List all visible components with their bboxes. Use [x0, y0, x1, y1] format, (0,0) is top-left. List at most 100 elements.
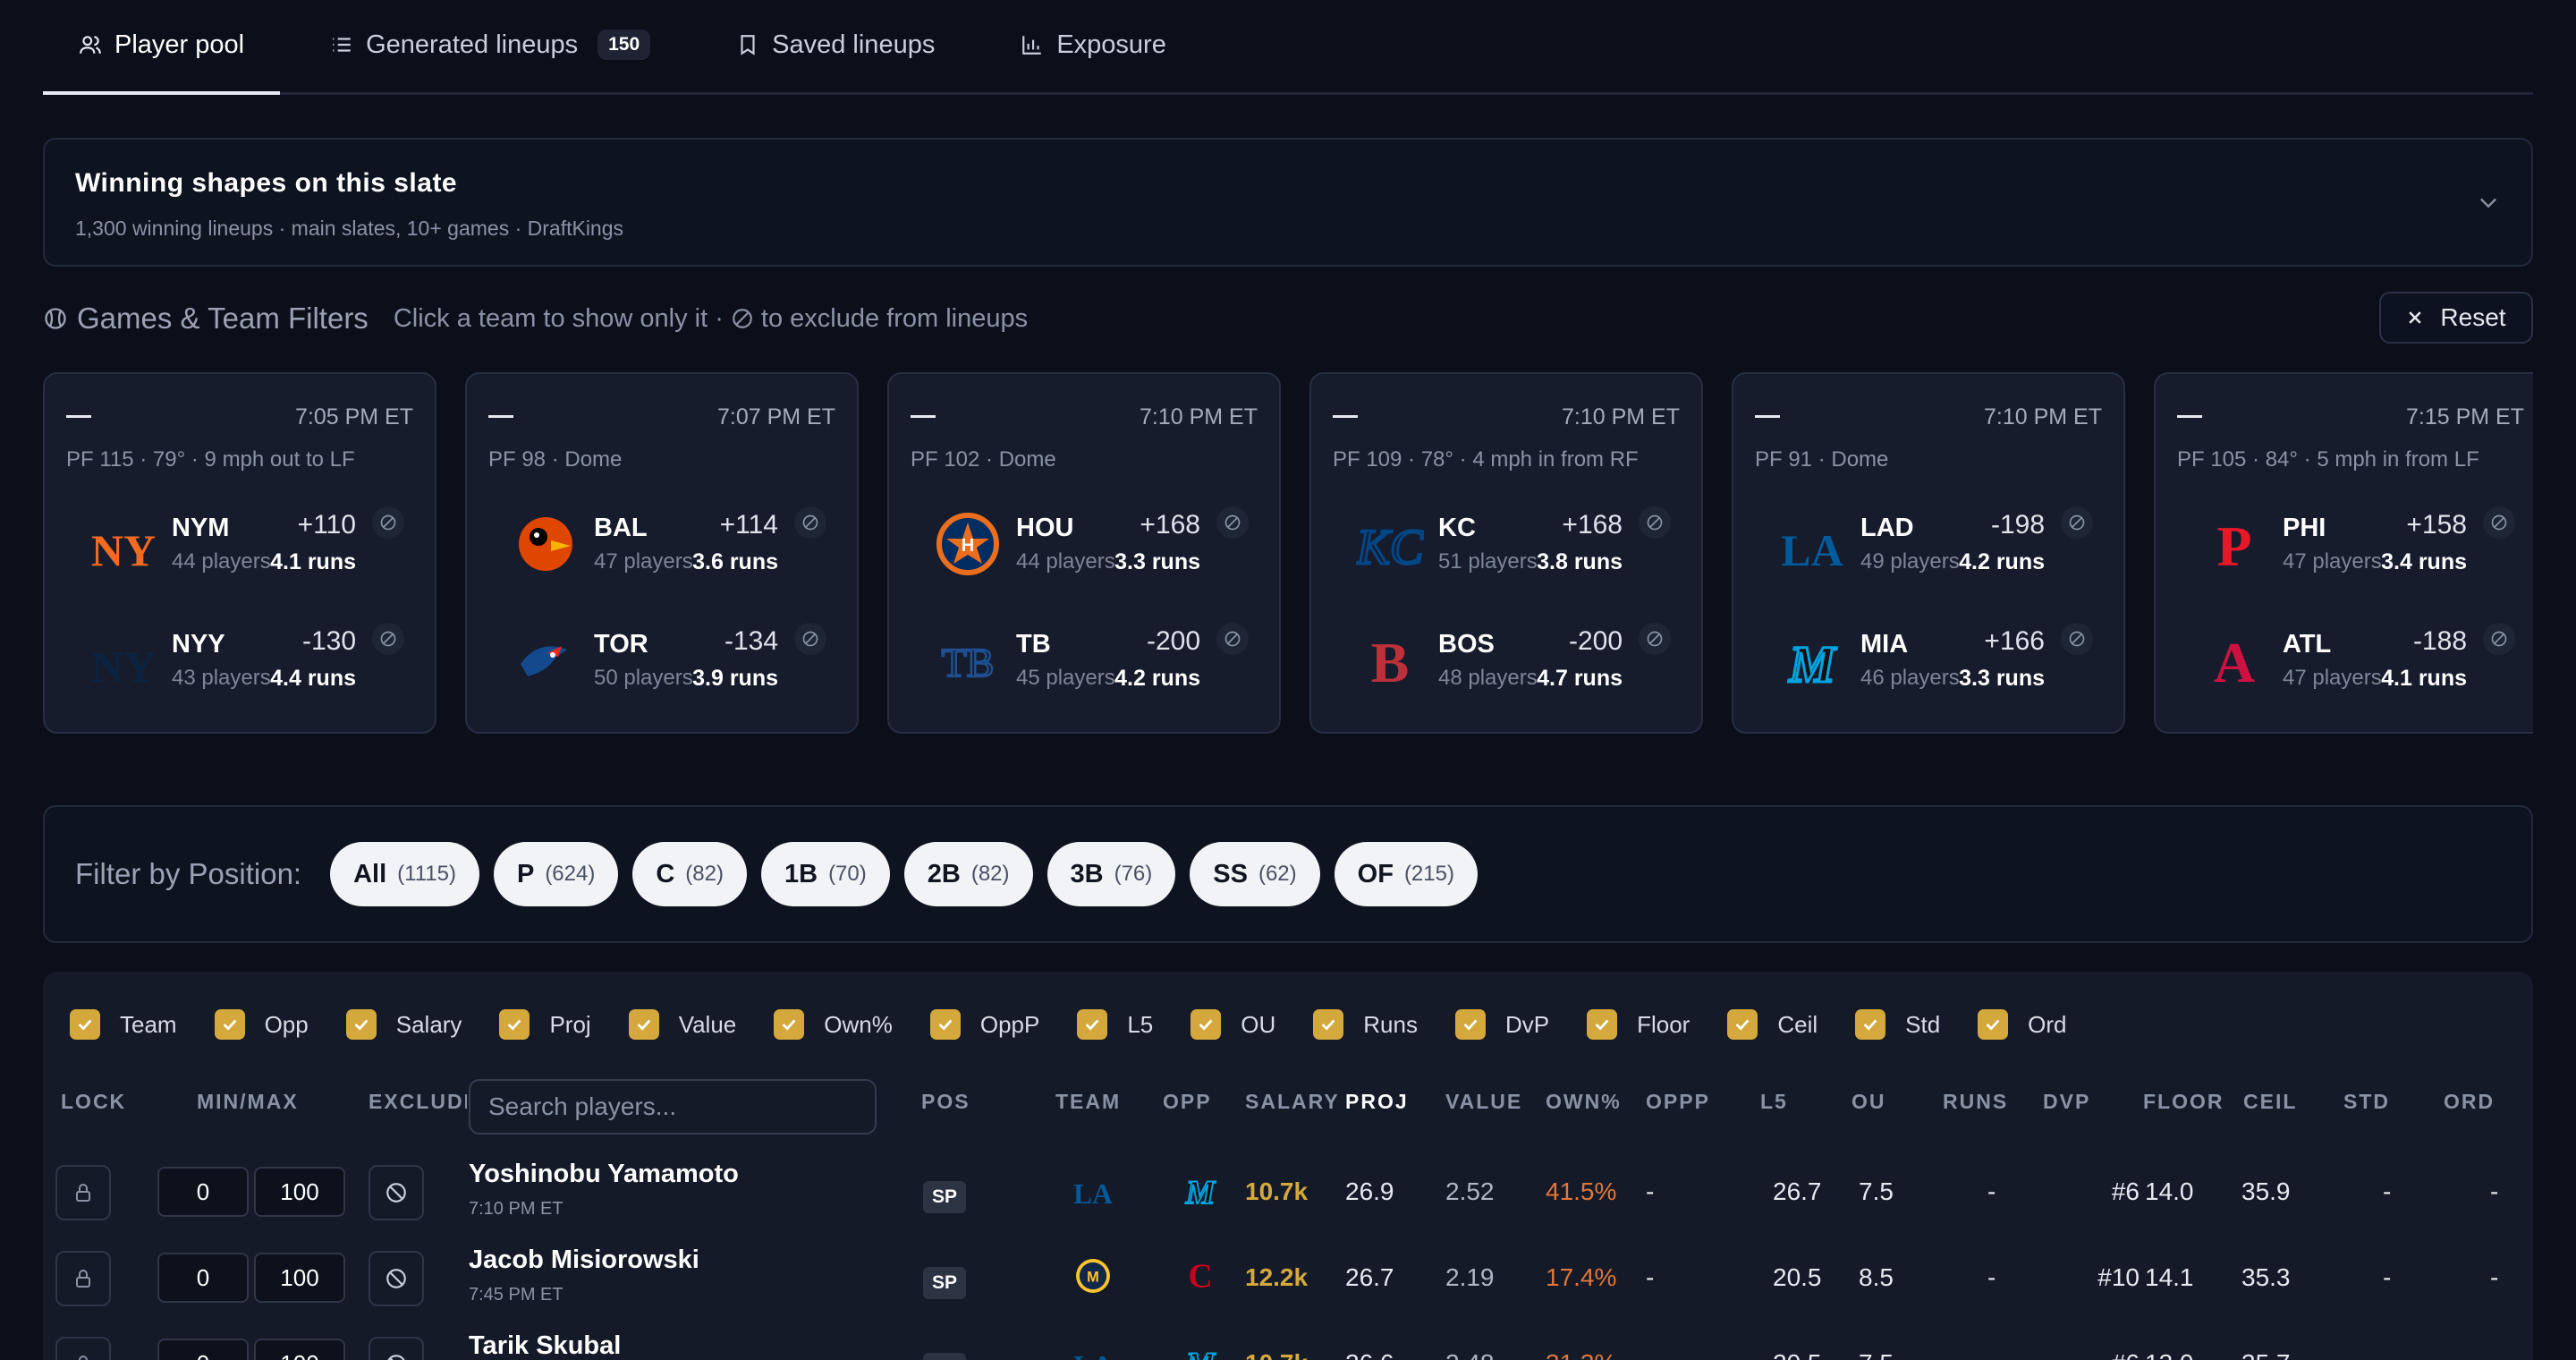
exclude-team-button[interactable] [1639, 623, 1671, 655]
tab-player-pool[interactable]: Player pool [43, 0, 281, 95]
max-exposure-input[interactable] [254, 1167, 345, 1217]
team-filter-tb[interactable]: TB TB 45 players -200 4.2 runs [911, 623, 1258, 712]
column-toggle-dvp[interactable]: DvP [1454, 1009, 1549, 1040]
min-exposure-input[interactable] [157, 1339, 249, 1360]
column-checkbox[interactable] [1077, 1009, 1108, 1040]
column-toggle-ord[interactable]: Ord [1978, 1009, 2067, 1040]
exclude-team-button[interactable] [1216, 506, 1249, 539]
header-dvp[interactable]: DVP [2043, 1090, 2091, 1113]
header-ceil[interactable]: CEIL [2243, 1090, 2298, 1113]
header-own[interactable]: OWN% [1546, 1090, 1622, 1113]
winning-shapes-panel[interactable]: Winning shapes on this slate 1,300 winni… [43, 138, 2533, 267]
column-checkbox[interactable] [1587, 1009, 1618, 1040]
column-toggle-ou[interactable]: OU [1191, 1009, 1275, 1040]
team-filter-phi[interactable]: P PHI 47 players +158 3.4 runs [2177, 506, 2524, 596]
column-toggle-value[interactable]: Value [628, 1009, 736, 1040]
header-ord[interactable]: ORD [2444, 1090, 2496, 1113]
min-exposure-input[interactable] [157, 1167, 249, 1217]
column-checkbox[interactable] [214, 1009, 245, 1040]
player-name[interactable]: Jacob Misiorowski [469, 1245, 699, 1274]
exclude-team-button[interactable] [2483, 506, 2515, 539]
tab-generated-lineups[interactable]: Generated lineups 150 [280, 0, 686, 92]
exclude-team-button[interactable] [2061, 506, 2093, 539]
column-checkbox[interactable] [774, 1009, 805, 1040]
header-salary[interactable]: SALARY [1245, 1090, 1340, 1113]
exclude-team-button[interactable] [794, 506, 826, 539]
column-toggle-team[interactable]: Team [70, 1009, 177, 1040]
position-pill-c[interactable]: C (82) [632, 842, 747, 906]
chevron-down-icon[interactable] [2476, 190, 2501, 215]
player-name[interactable]: Tarik Skubal [469, 1331, 622, 1360]
exclude-team-button[interactable] [2061, 623, 2093, 655]
team-filter-kc[interactable]: KC KC 51 players +168 3.8 runs [1333, 506, 1680, 596]
exclude-team-button[interactable] [1639, 506, 1671, 539]
column-toggle-proj[interactable]: Proj [499, 1009, 591, 1040]
lock-player-button[interactable] [55, 1251, 111, 1306]
exclude-player-button[interactable] [369, 1337, 424, 1360]
search-input[interactable] [469, 1079, 877, 1135]
header-pos[interactable]: POS [921, 1090, 970, 1114]
column-toggle-oppp[interactable]: OppP [929, 1009, 1039, 1040]
position-pill-all[interactable]: All (1115) [330, 842, 479, 906]
team-filter-mia[interactable]: M MIA 46 players +166 3.3 runs [1755, 623, 2102, 712]
exclude-player-button[interactable] [369, 1251, 424, 1306]
team-filter-tor[interactable]: TOR 50 players -134 3.9 runs [488, 623, 835, 712]
team-filter-nyy[interactable]: NY NYY 43 players -130 4.4 runs [66, 623, 413, 712]
header-floor[interactable]: FLOOR [2143, 1090, 2224, 1113]
team-filter-lad[interactable]: LA LAD 49 players -198 4.2 runs [1755, 506, 2102, 596]
column-checkbox[interactable] [499, 1009, 530, 1040]
player-name[interactable]: Yoshinobu Yamamoto [469, 1160, 739, 1188]
exclude-player-button[interactable] [369, 1165, 424, 1220]
team-filter-hou[interactable]: H HOU 44 players +168 3.3 runs [911, 506, 1258, 596]
column-checkbox[interactable] [1191, 1009, 1222, 1040]
max-exposure-input[interactable] [254, 1339, 345, 1360]
exclude-team-button[interactable] [1216, 623, 1249, 655]
column-toggle-ownpct[interactable]: Own% [774, 1009, 893, 1040]
header-opp[interactable]: OPP [1163, 1090, 1212, 1113]
header-runs[interactable]: RUNS [1943, 1090, 2009, 1113]
column-checkbox[interactable] [70, 1009, 100, 1040]
reset-button[interactable]: Reset [2379, 292, 2533, 344]
position-pill-ss[interactable]: SS (62) [1190, 842, 1320, 906]
column-toggle-runs[interactable]: Runs [1313, 1009, 1418, 1040]
exclude-team-button[interactable] [794, 623, 826, 655]
header-l5[interactable]: L5 [1760, 1090, 1788, 1113]
exclude-team-button[interactable] [372, 506, 404, 539]
exclude-team-button[interactable] [372, 623, 404, 655]
team-filter-nym[interactable]: NY NYM 44 players +110 4.1 runs [66, 506, 413, 596]
lock-player-button[interactable] [55, 1337, 111, 1360]
header-ou[interactable]: OU [1852, 1090, 1886, 1113]
header-value[interactable]: VALUE [1445, 1090, 1523, 1113]
position-pill-p[interactable]: P (624) [493, 842, 619, 906]
position-pill-of[interactable]: OF (215) [1334, 842, 1478, 906]
header-proj[interactable]: PROJ [1345, 1090, 1409, 1113]
min-exposure-input[interactable] [157, 1253, 249, 1303]
column-toggle-floor[interactable]: Floor [1587, 1009, 1690, 1040]
team-filter-bal[interactable]: BAL 47 players +114 3.6 runs [488, 506, 835, 596]
column-checkbox[interactable] [1313, 1009, 1344, 1040]
position-pill-1b[interactable]: 1B (70) [760, 842, 890, 906]
column-checkbox[interactable] [1978, 1009, 2009, 1040]
team-filter-bos[interactable]: B BOS 48 players -200 4.7 runs [1333, 623, 1680, 712]
header-oppp[interactable]: OPPP [1646, 1090, 1710, 1113]
position-pill-3b[interactable]: 3B (76) [1046, 842, 1176, 906]
column-checkbox[interactable] [929, 1009, 961, 1040]
tab-saved-lineups[interactable]: Saved lineups [686, 0, 970, 92]
header-std[interactable]: STD [2343, 1090, 2390, 1113]
max-exposure-input[interactable] [254, 1253, 345, 1303]
column-toggle-salary[interactable]: Salary [345, 1009, 462, 1040]
column-checkbox[interactable] [628, 1009, 659, 1040]
column-checkbox[interactable] [1454, 1009, 1486, 1040]
column-checkbox[interactable] [1727, 1009, 1758, 1040]
column-checkbox[interactable] [345, 1009, 377, 1040]
column-toggle-std[interactable]: Std [1855, 1009, 1940, 1040]
column-toggle-ceil[interactable]: Ceil [1727, 1009, 1818, 1040]
column-checkbox[interactable] [1855, 1009, 1886, 1040]
team-filter-atl[interactable]: A ATL 47 players -188 4.1 runs [2177, 623, 2524, 712]
lock-player-button[interactable] [55, 1165, 111, 1220]
column-toggle-l5[interactable]: L5 [1077, 1009, 1153, 1040]
header-team[interactable]: TEAM [1055, 1090, 1122, 1113]
position-pill-2b[interactable]: 2B (82) [903, 842, 1033, 906]
exclude-team-button[interactable] [2483, 623, 2515, 655]
column-toggle-opp[interactable]: Opp [214, 1009, 309, 1040]
